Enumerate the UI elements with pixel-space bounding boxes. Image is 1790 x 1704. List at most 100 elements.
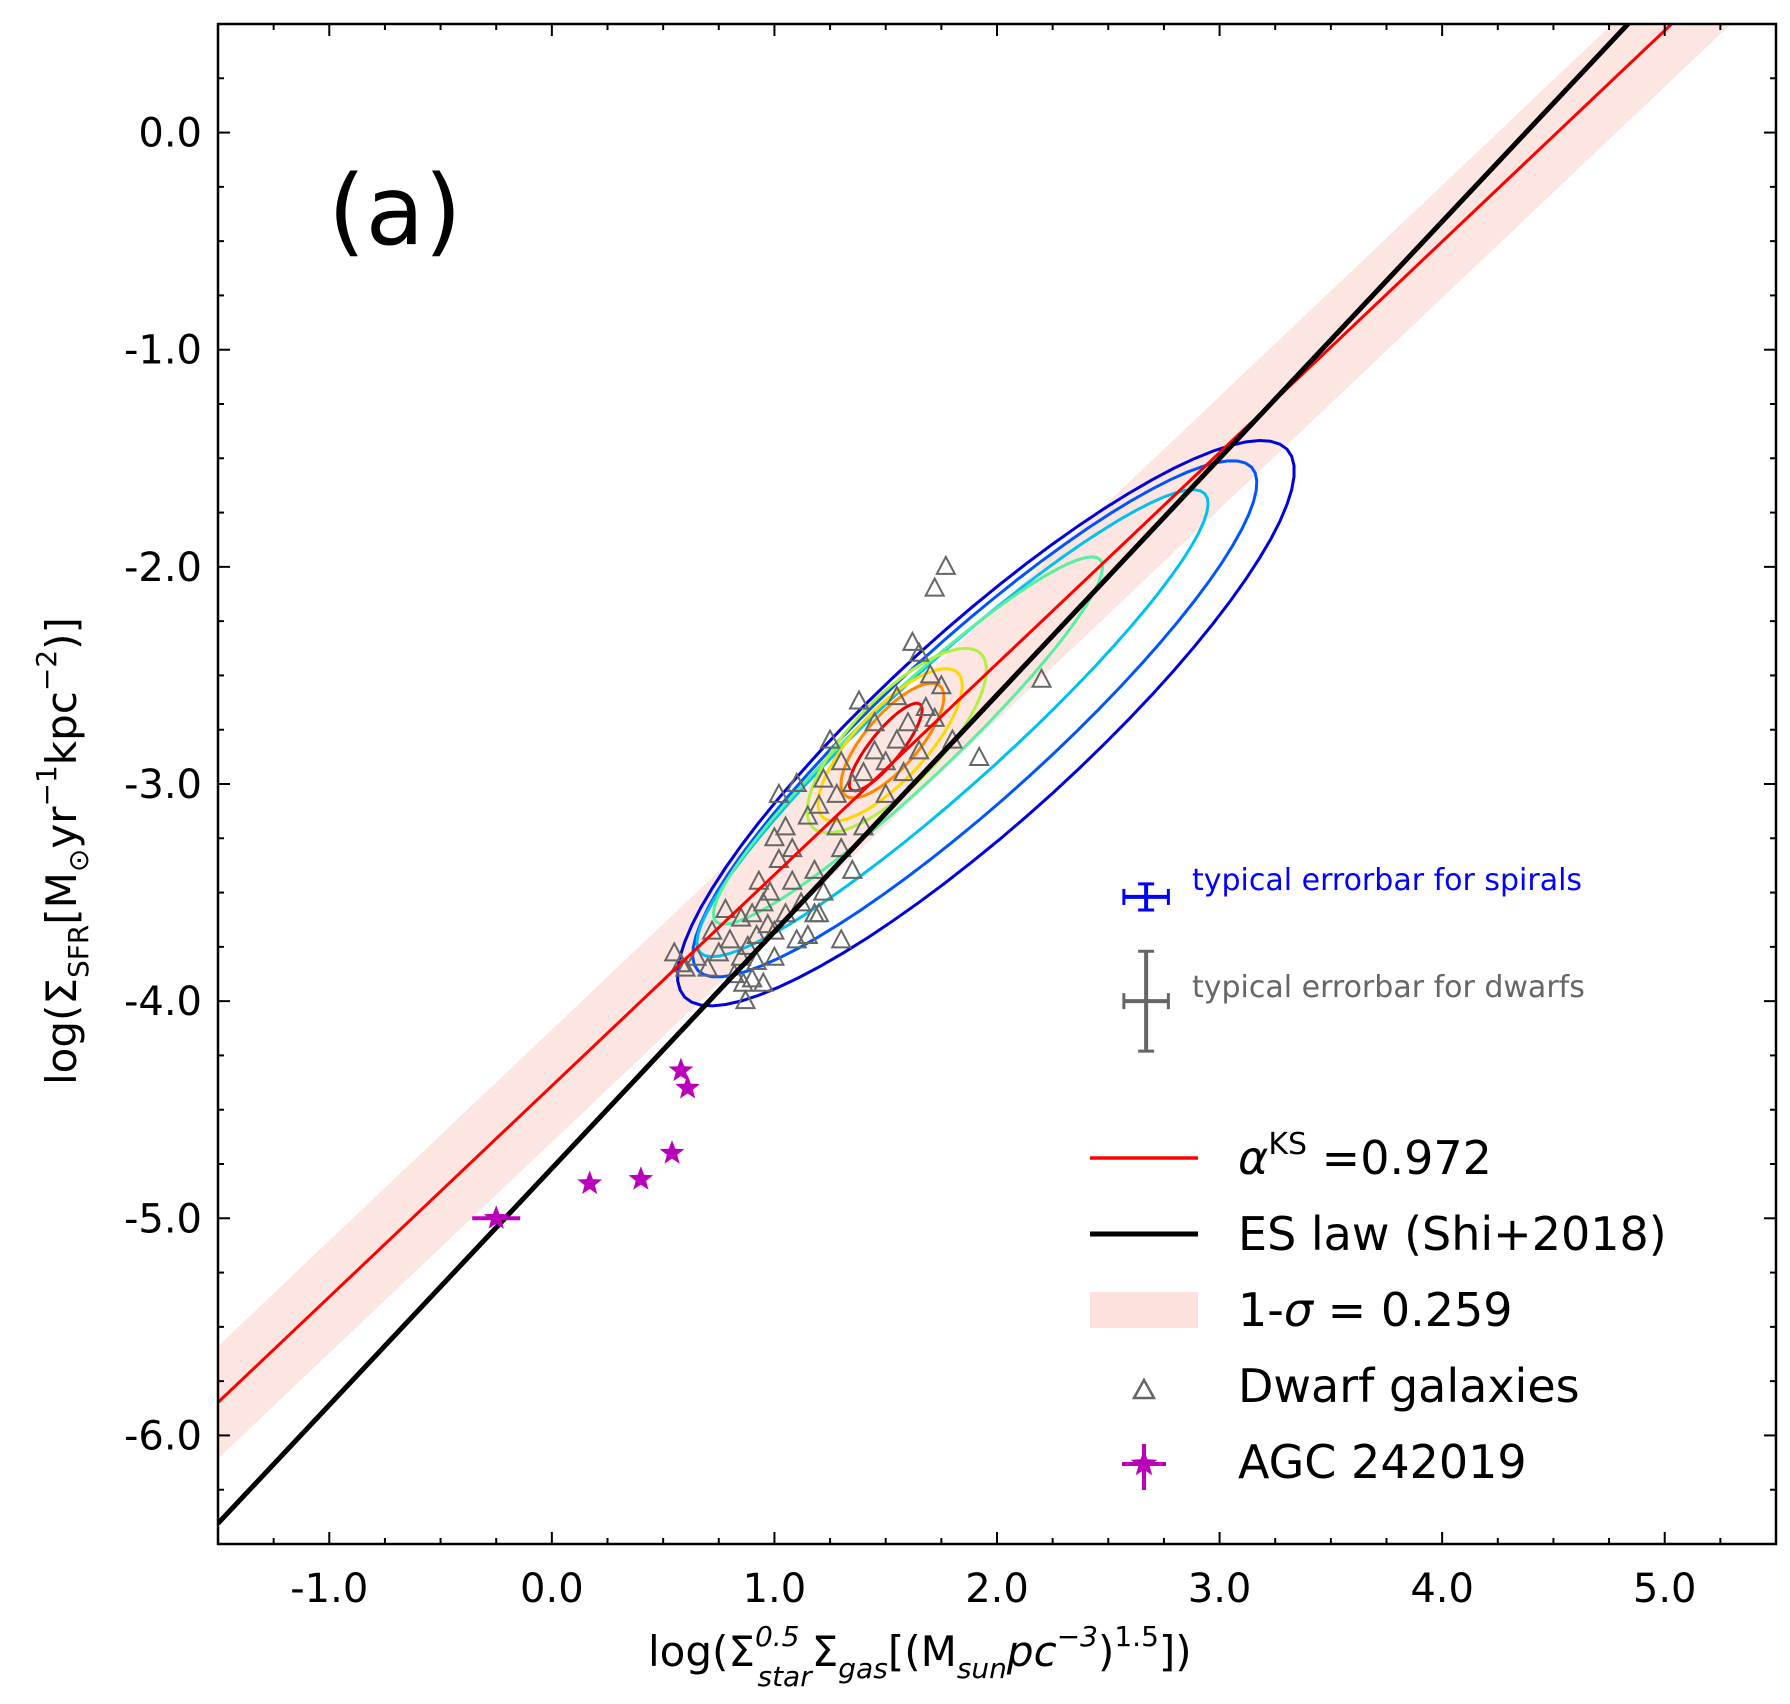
- dwarf-galaxy-point: [875, 782, 897, 803]
- dwarf-galaxy-point: [852, 761, 875, 782]
- y-tick-label: -2.0: [124, 545, 202, 591]
- dwarf-galaxy-point: [732, 971, 754, 992]
- y-tick-label: -3.0: [124, 762, 202, 808]
- dwarf-galaxy-point: [915, 695, 937, 716]
- dwarf-galaxy-point: [808, 902, 830, 923]
- dwarf-galaxy-point: [745, 923, 768, 944]
- dwarf-galaxy-point: [696, 956, 719, 977]
- dwarf-galaxy-point: [803, 858, 826, 879]
- dwarf-galaxy-point: [812, 880, 835, 901]
- dwarf-galaxy-point: [786, 771, 808, 792]
- errorbar-dwarfs: [1122, 949, 1170, 1053]
- dwarf-galaxy-point: [830, 837, 852, 858]
- dwarf-galaxy-point: [892, 761, 915, 782]
- dwarf-galaxy-point: [768, 847, 790, 868]
- dwarf-galaxy-point: [886, 728, 908, 749]
- dwarf-galaxy-point: [841, 858, 863, 879]
- dwarf-galaxy-point: [826, 782, 848, 803]
- es-law-line: [218, 24, 1632, 1526]
- dwarf-galaxy-point: [841, 771, 863, 792]
- dwarf-galaxy-point: [708, 941, 730, 962]
- y-axis-label: log(ΣSFR[M⊙yr−1kpc−2)]: [30, 617, 95, 1085]
- dwarf-galaxy-point: [663, 941, 685, 962]
- dwarf-galaxy-point: [930, 674, 953, 695]
- agc-point: [675, 1075, 700, 1099]
- x-tick-label: 5.0: [1633, 1566, 1697, 1612]
- dwarf-galaxy-point: [808, 793, 830, 814]
- legend-band-swatch: [1090, 1292, 1198, 1328]
- y-tick-label: -4.0: [124, 979, 202, 1025]
- legend-dwarf-marker: [1131, 1377, 1157, 1400]
- errorbar-dwarfs-label: typical errorbar for dwarfs: [1192, 970, 1585, 1005]
- contour-layer: [676, 438, 1296, 1008]
- fit-lines-layer: [218, 24, 1674, 1526]
- legend-agc-label: AGC 242019: [1238, 1435, 1527, 1489]
- contour-level-1: [676, 438, 1296, 1008]
- dwarf-galaxy-point: [1030, 667, 1053, 688]
- agc-point: [483, 1205, 509, 1229]
- errorbar-spirals: [1122, 882, 1170, 912]
- dwarf-galaxy-point: [781, 869, 803, 890]
- legend: αKS =0.972 ES law (Shi+2018) 1-σ = 0.259…: [1090, 1127, 1667, 1490]
- dwarf-galaxy-point: [745, 949, 768, 971]
- y-tick-label: -5.0: [124, 1196, 202, 1242]
- y-tick-label: -1.0: [124, 328, 202, 374]
- dwarf-galaxy-point: [752, 971, 774, 992]
- dwarf-galaxy-point: [908, 641, 930, 662]
- dwarf-galaxy-point: [924, 576, 946, 597]
- legend-dwarf-label: Dwarf galaxies: [1238, 1359, 1580, 1413]
- dwarf-galaxy-point: [830, 750, 852, 771]
- dwarf-galaxy-point: [763, 945, 786, 966]
- contour-level-2: [691, 459, 1259, 979]
- x-tick-label: -1.0: [290, 1566, 368, 1612]
- contour-level-8: [847, 701, 924, 793]
- agc-point: [628, 1166, 654, 1190]
- dwarf-galaxies-layer: [663, 554, 1053, 1010]
- y-tick-label: -6.0: [124, 1413, 202, 1459]
- contour-level-6: [816, 667, 964, 823]
- dwarf-galaxy-point: [670, 952, 692, 973]
- errorbar-labels: typical errorbar for spirals typical err…: [1192, 863, 1585, 1005]
- x-tick-label: 0.0: [520, 1566, 584, 1612]
- dwarf-galaxy-point: [886, 685, 908, 706]
- dwarf-galaxy-point: [752, 891, 774, 912]
- contour-level-5: [805, 646, 988, 835]
- y-tick-label: 0.0: [138, 111, 202, 157]
- dwarf-galaxy-point: [826, 815, 848, 836]
- dwarf-galaxy-point: [714, 897, 737, 918]
- x-tick-label: 4.0: [1410, 1566, 1474, 1612]
- dwarf-galaxy-point: [774, 815, 797, 836]
- dwarf-galaxy-point: [797, 804, 819, 825]
- fit-line: [218, 24, 1674, 1404]
- dwarf-galaxy-point: [741, 967, 763, 988]
- dwarf-galaxy-point: [908, 739, 930, 760]
- x-axis-label: log(Σ0.5 starΣgas[(Msunpc−3)1.5]): [648, 1620, 1192, 1693]
- dwarf-galaxy-point: [674, 956, 697, 977]
- dwarf-galaxy-point: [812, 767, 835, 788]
- agc-point: [577, 1170, 603, 1195]
- contour-level-4: [711, 555, 1105, 926]
- dwarf-galaxy-point: [741, 902, 763, 923]
- dwarf-galaxy-point: [901, 630, 924, 651]
- x-tick-label: 3.0: [1188, 1566, 1252, 1612]
- dwarf-galaxy-point: [935, 554, 957, 575]
- dwarf-galaxy-point: [819, 728, 841, 749]
- dwarf-galaxy-point: [730, 906, 752, 927]
- errorbar-layer: [1122, 882, 1170, 1053]
- dwarf-galaxy-point: [863, 739, 886, 760]
- dwarf-galaxy-point: [919, 663, 941, 684]
- x-tick-label: 1.0: [743, 1566, 807, 1612]
- legend-es-label: ES law (Shi+2018): [1238, 1207, 1667, 1261]
- agc-point: [659, 1140, 685, 1164]
- sigma-band: [218, 24, 1731, 1459]
- dwarf-galaxy-point: [968, 745, 990, 766]
- errorbar-spirals-label: typical errorbar for spirals: [1192, 863, 1582, 898]
- dwarf-galaxy-point: [734, 989, 757, 1010]
- dwarf-galaxy-point: [768, 782, 790, 803]
- dwarf-galaxy-point: [719, 928, 741, 949]
- contour-level-7: [839, 681, 946, 800]
- agc-layer: [472, 1057, 700, 1229]
- dwarf-galaxy-point: [737, 934, 759, 955]
- dwarf-galaxy-point: [723, 962, 746, 984]
